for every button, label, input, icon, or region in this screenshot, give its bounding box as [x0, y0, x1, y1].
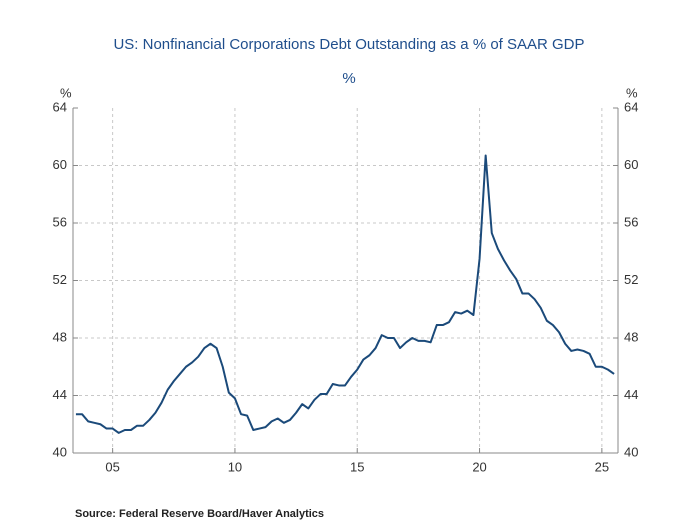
x-tick-label: 10 — [228, 459, 242, 474]
y-tick-label: 64 — [53, 99, 67, 114]
y2-tick-label: 40 — [624, 444, 638, 459]
data-line — [75, 154, 615, 434]
y-tick-label: 60 — [53, 157, 67, 172]
y-tick-label: 48 — [53, 329, 67, 344]
chart-subtitle: % — [342, 70, 355, 87]
source-note: Source: Federal Reserve Board/Haver Anal… — [75, 508, 324, 520]
y-tick-label: 52 — [53, 272, 67, 287]
y-axis-unit: % — [60, 85, 72, 100]
y-tick-label: 44 — [53, 387, 67, 402]
y2-tick-label: 60 — [624, 157, 638, 172]
x-tick-label: 25 — [595, 459, 609, 474]
x-tick-label: 05 — [105, 459, 119, 474]
y2-tick-label: 44 — [624, 387, 638, 402]
x-tick-label: 15 — [350, 459, 364, 474]
y2-tick-label: 48 — [624, 329, 638, 344]
y2-tick-label: 64 — [624, 99, 638, 114]
y-tick-label: 40 — [53, 444, 67, 459]
x-tick-label: 20 — [472, 459, 486, 474]
y2-tick-label: 56 — [624, 214, 638, 229]
y2-axis-unit: % — [626, 85, 638, 100]
chart-title: US: Nonfinancial Corporations Debt Outst… — [113, 36, 584, 53]
y2-tick-label: 52 — [624, 272, 638, 287]
y-tick-label: 56 — [53, 214, 67, 229]
